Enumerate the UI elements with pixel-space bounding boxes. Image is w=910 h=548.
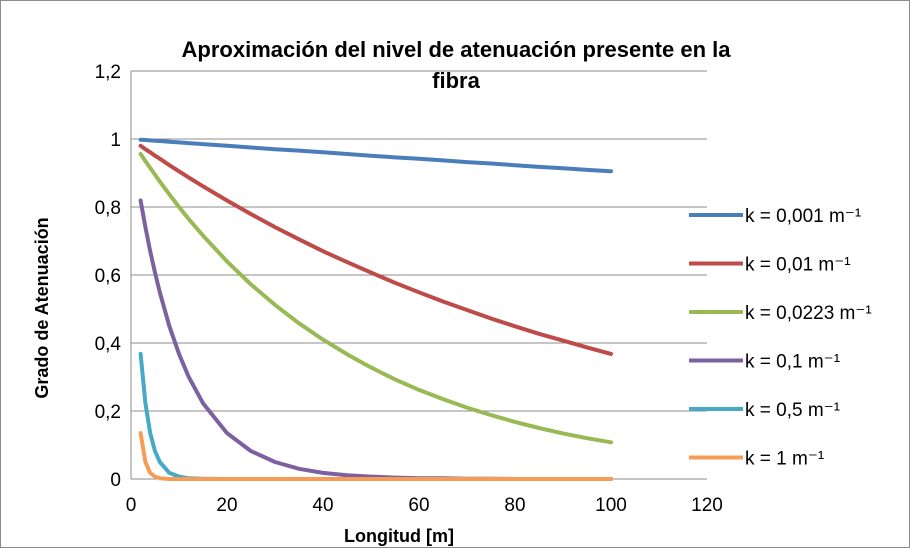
y-tick-label: 0,4 [95,334,122,355]
x-tick-label: 100 [595,495,627,516]
legend: k = 0,001 m⁻¹ k = 0,01 m⁻¹ k = 0,0223 m⁻¹ k… [689,206,872,470]
series-lines [138,137,613,481]
series-line-1 [138,137,613,174]
y-tick-label: 0 [110,470,121,491]
grid-lines [130,70,707,480]
legend-label-3: k = 0,0223 m⁻¹ [745,303,872,324]
x-tick-label: 60 [408,495,429,516]
legend-label-2: k = 0,01 m⁻¹ [745,255,851,276]
x-axis-ticks: 0 20 40 60 80 100 120 [126,495,723,516]
y-tick-label: 1 [110,130,121,151]
legend-label-4: k = 0,1 m⁻¹ [745,352,840,373]
x-tick-label: 40 [312,495,333,516]
chart-title-line1: Aproximación del nivel de atenuación pre… [182,37,732,62]
x-tick-label: 0 [126,495,137,516]
x-tick-label: 20 [216,495,237,516]
series-line-3 [138,152,613,445]
series-line-6 [138,431,613,481]
y-tick-label: 0,2 [95,402,121,423]
legend-label-6: k = 1 m⁻¹ [745,449,824,470]
series-line-2 [138,143,613,356]
chart-title-line2: fibra [432,68,480,93]
y-tick-label: 0,8 [95,198,121,219]
y-axis-ticks: 0 0,2 0,4 0,6 0,8 1 1,2 [95,62,122,491]
y-axis-title: Grado de Atenuación [32,217,52,398]
legend-label-5: k = 0,5 m⁻¹ [745,400,840,421]
x-axis-title: Longitud [m] [344,526,454,546]
y-tick-label: 1,2 [95,62,121,83]
x-tick-label: 80 [504,495,525,516]
legend-label-1: k = 0,001 m⁻¹ [745,206,861,227]
y-tick-label: 0,6 [95,266,121,287]
x-tick-label: 120 [691,495,723,516]
